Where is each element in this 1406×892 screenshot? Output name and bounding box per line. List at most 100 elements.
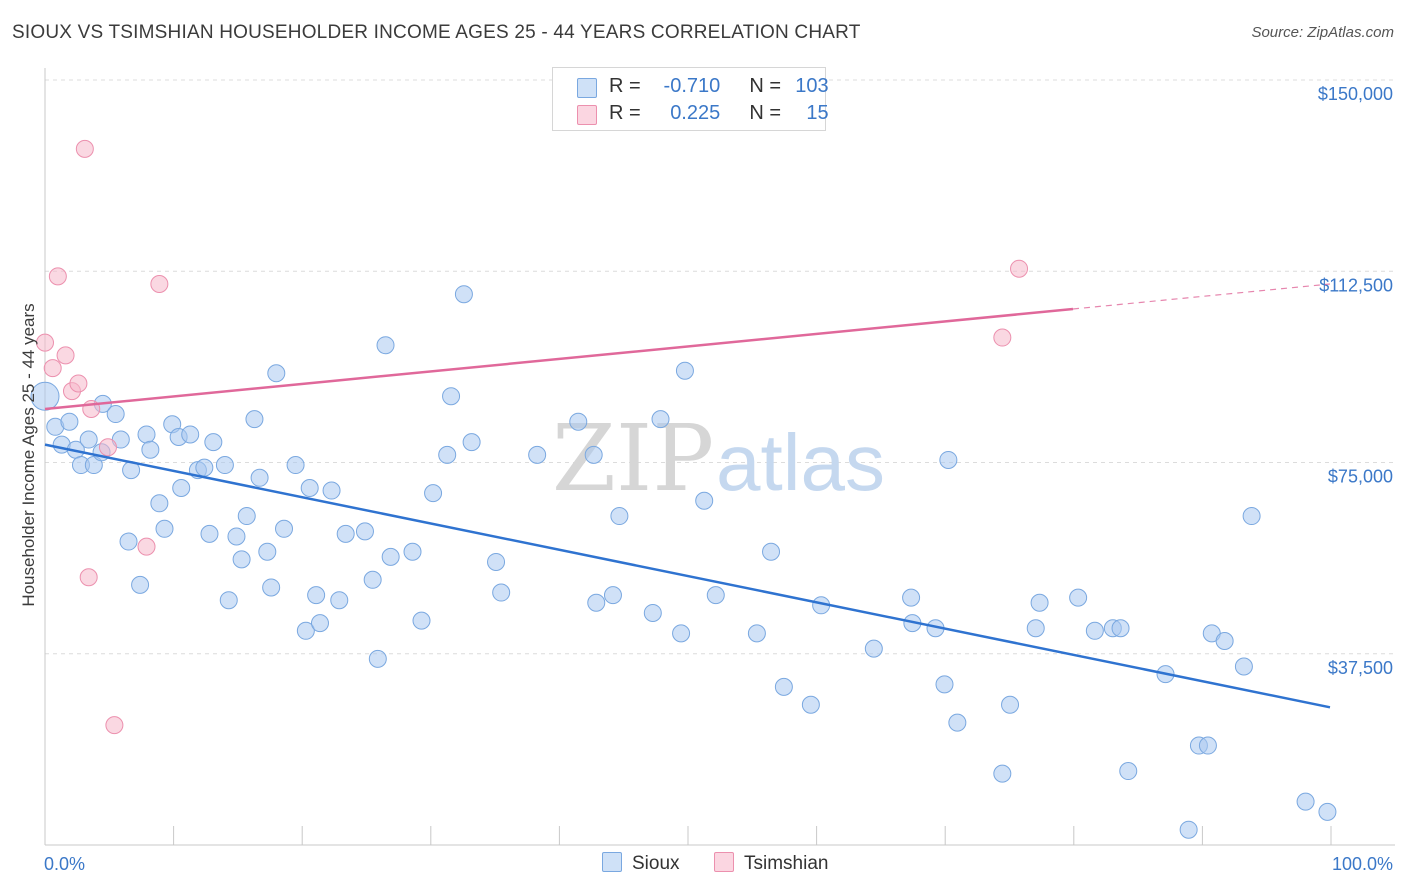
- sioux-point: [1119, 762, 1138, 781]
- sioux-point: [200, 524, 219, 543]
- sioux-point: [403, 542, 422, 561]
- sioux-point: [330, 591, 349, 610]
- tsimshian-point: [150, 275, 169, 293]
- sioux-point: [902, 588, 921, 607]
- sioux-point: [267, 364, 286, 383]
- sioux-point: [643, 603, 662, 622]
- y-axis-label: Householder Income Ages 25 - 44 years: [19, 303, 38, 606]
- sioux-point: [1030, 593, 1049, 612]
- tsimshian-swatch: [577, 105, 597, 125]
- sioux-point: [141, 440, 160, 459]
- sioux-point: [237, 507, 256, 526]
- tsimshian-point: [79, 568, 98, 587]
- legend-stats-sioux: R = -0.710 N = 103: [609, 75, 829, 98]
- sioux-point: [232, 550, 251, 569]
- sioux-point: [651, 410, 670, 429]
- r-value: 0.225: [670, 102, 721, 124]
- sioux-point: [296, 621, 315, 640]
- tsimshian-trend-line-extension: [1072, 283, 1331, 310]
- tsimshian-point: [69, 374, 88, 393]
- trend-lines-layer: [44, 283, 1331, 709]
- sioux-point: [150, 494, 169, 513]
- legend-stats-tsimshian: R = 0.225 N = 15: [609, 102, 829, 125]
- chart-title: SIOUX VS TSIMSHIAN HOUSEHOLDER INCOME AG…: [12, 22, 861, 43]
- n-value: 103: [795, 75, 829, 97]
- sioux-point: [300, 479, 319, 497]
- tsimshian-legend-label: Tsimshian: [744, 853, 829, 874]
- grid-layer: [45, 79, 1395, 655]
- sioux-point: [30, 381, 60, 411]
- sioux-point: [1111, 619, 1130, 638]
- tsimshian-point: [43, 359, 62, 378]
- sioux-point: [119, 532, 138, 551]
- tsimshian-trend-line: [44, 307, 1074, 411]
- sioux-point: [1001, 695, 1020, 714]
- sioux-point: [747, 624, 766, 643]
- sioux-point: [1026, 619, 1045, 638]
- sioux-point: [336, 524, 355, 543]
- sioux-point: [219, 591, 238, 610]
- tsimshian-point: [105, 716, 124, 735]
- x-tick-label-min: 0.0%: [44, 854, 85, 874]
- tsimshian-point: [137, 537, 156, 556]
- sioux-point: [181, 425, 200, 444]
- points-layer: [30, 139, 1337, 839]
- sioux-point: [172, 479, 191, 497]
- sioux-point: [245, 410, 264, 429]
- sioux-point: [610, 507, 629, 526]
- sioux-point: [939, 450, 958, 469]
- sioux-point: [250, 468, 269, 487]
- sioux-point: [774, 677, 793, 696]
- sioux-point: [363, 570, 382, 589]
- sioux-point: [1198, 736, 1217, 755]
- sioux-point: [1085, 621, 1104, 640]
- tsimshian-point: [56, 346, 75, 365]
- sioux-legend-label: Sioux: [632, 853, 680, 874]
- sioux-point: [227, 527, 246, 546]
- sioux-point: [487, 552, 506, 571]
- tsimshian-point: [98, 438, 117, 457]
- sioux-swatch: [577, 78, 597, 98]
- sioux-point: [454, 285, 473, 304]
- sioux-point: [1234, 657, 1253, 676]
- sioux-point: [204, 433, 223, 452]
- tsimshian-point: [1010, 259, 1029, 278]
- sioux-point: [1296, 792, 1315, 811]
- r-label: R =: [609, 102, 641, 124]
- y-tick-label: $150,000: [1318, 84, 1393, 104]
- x-tick-label-max: 100.0%: [1332, 854, 1393, 874]
- sioux-legend-swatch: [602, 852, 622, 872]
- sioux-point: [1318, 802, 1337, 821]
- bottom-legend-tsimshian: Tsimshian: [714, 852, 828, 875]
- sioux-point: [1215, 632, 1234, 650]
- sioux-point: [492, 583, 511, 602]
- sioux-point: [215, 456, 234, 475]
- sioux-point: [322, 481, 341, 500]
- n-value: 15: [806, 102, 829, 124]
- bottom-legend-sioux: Sioux: [602, 852, 680, 875]
- sioux-point: [672, 624, 691, 643]
- watermark: ZIP atlas: [552, 405, 885, 512]
- sioux-point: [993, 764, 1012, 783]
- tsimshian-point: [993, 328, 1012, 347]
- sioux-point: [286, 456, 305, 475]
- sioux-point: [1069, 588, 1088, 607]
- tsimshian-point: [36, 333, 54, 352]
- n-label: N =: [749, 102, 782, 124]
- axes-layer: $37,500 $75,000 $112,500 $150,000 0.0% 100.0%: [44, 68, 1395, 874]
- sioux-point: [801, 695, 820, 714]
- sioux-point: [262, 578, 281, 597]
- watermark-atlas: atlas: [716, 418, 885, 507]
- sioux-point: [424, 484, 443, 503]
- sioux-point: [706, 586, 725, 605]
- r-label: R =: [609, 75, 641, 97]
- sioux-point: [60, 412, 79, 431]
- sioux-point: [79, 430, 98, 449]
- tsimshian-point: [48, 267, 67, 286]
- r-value: -0.710: [663, 75, 721, 97]
- sioux-point: [442, 387, 461, 406]
- y-tick-label: $37,500: [1328, 658, 1393, 678]
- sioux-point: [935, 675, 954, 694]
- sioux-point: [695, 491, 714, 510]
